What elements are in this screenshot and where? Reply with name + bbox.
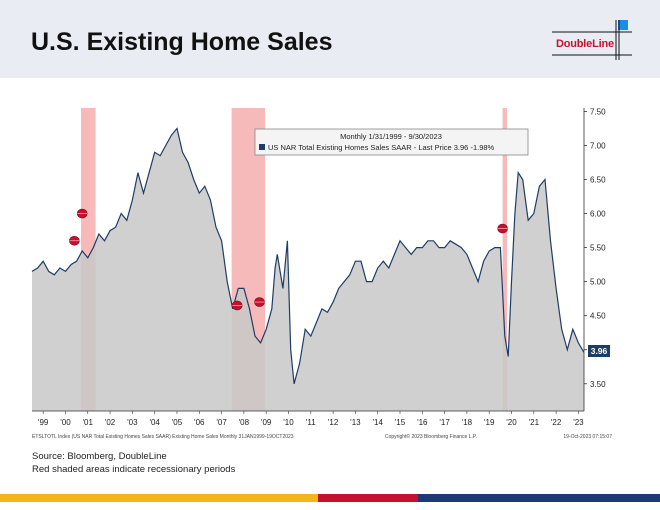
x-tick-label-15: '14 <box>372 418 383 427</box>
y-tick-label-2: 4.50 <box>590 312 606 321</box>
y-tick-label-0: 3.50 <box>590 380 606 389</box>
x-tick-label-2: '01 <box>83 418 94 427</box>
chart-svg: 3.504.004.505.005.506.006.507.007.50'99'… <box>31 107 612 440</box>
event-marker-1 <box>76 208 88 219</box>
x-tick-label-19: '18 <box>462 418 473 427</box>
event-marker-3 <box>254 297 265 307</box>
x-tick-label-10: '09 <box>261 418 272 427</box>
event-markers <box>69 208 508 311</box>
brand-stripe-red <box>318 494 418 502</box>
x-tick-label-24: '23 <box>573 418 584 427</box>
x-tick-label-0: '99 <box>38 418 49 427</box>
logo-text: DoubleLine <box>556 38 614 50</box>
x-tick-label-14: '13 <box>350 418 361 427</box>
chart-footer-mid: Copyright© 2023 Bloomberg Finance L.P. <box>385 433 477 440</box>
doubleline-logo: DoubleLine <box>552 20 632 60</box>
x-tick-label-1: '00 <box>60 418 71 427</box>
x-tick-label-6: '05 <box>172 418 183 427</box>
x-tick-label-12: '11 <box>306 418 316 427</box>
event-marker-2 <box>231 300 243 311</box>
legend-swatch <box>259 144 265 150</box>
logo-square-icon <box>618 20 628 30</box>
event-marker-0 <box>69 235 80 246</box>
y-tick-label-6: 6.50 <box>590 175 606 184</box>
x-tick-label-18: '17 <box>439 418 450 427</box>
event-marker-4 <box>497 223 508 234</box>
chart-legend-box: Monthly 1/31/1999 - 9/30/2023 US NAR Tot… <box>254 128 529 156</box>
x-tick-label-21: '20 <box>506 418 517 427</box>
chart-footer-left: ETSLTOTL Index (US NAR Total Existing Ho… <box>32 434 294 440</box>
last-value-label: 3.96 <box>591 346 608 356</box>
chart-footer-right: 19-Oct-2023 07:15:07 <box>563 434 612 440</box>
chart-container: 3.504.004.505.005.506.006.507.007.50'99'… <box>0 100 660 445</box>
recession-band-2 <box>502 108 508 411</box>
x-tick-label-17: '16 <box>417 418 428 427</box>
page-title: U.S. Existing Home Sales <box>31 28 333 56</box>
y-tick-label-4: 5.50 <box>590 244 606 253</box>
x-tick-label-16: '15 <box>395 418 406 427</box>
x-tick-label-23: '22 <box>551 418 562 427</box>
x-tick-label-9: '08 <box>239 418 250 427</box>
y-tick-label-3: 5.00 <box>590 278 606 287</box>
y-tick-label-7: 7.00 <box>590 141 606 150</box>
y-tick-label-8: 7.50 <box>590 107 606 116</box>
x-tick-label-5: '04 <box>149 418 160 427</box>
last-value-badge: 3.96 <box>588 345 610 357</box>
series-area <box>32 128 584 411</box>
source-notes: Source: Bloomberg, DoubleLine Red shaded… <box>32 450 235 476</box>
recession-note: Red shaded areas indicate recessionary p… <box>32 464 236 475</box>
legend-line-2: US NAR Total Existing Homes Sales SAAR -… <box>268 143 495 152</box>
x-tick-label-8: '07 <box>216 418 227 427</box>
logo-graphic <box>552 20 632 60</box>
brand-stripe-yellow <box>0 494 318 502</box>
x-tick-label-11: '10 <box>283 418 294 427</box>
x-tick-label-22: '21 <box>529 418 540 427</box>
x-tick-label-3: '02 <box>105 418 116 427</box>
series-line <box>31 127 585 384</box>
x-tick-label-13: '12 <box>328 418 339 427</box>
brand-stripe-navy <box>418 494 660 502</box>
x-tick-label-20: '19 <box>484 418 495 427</box>
x-tick-label-7: '06 <box>194 418 205 427</box>
legend-line-1: Monthly 1/31/1999 - 9/30/2023 <box>340 132 442 141</box>
x-tick-label-4: '03 <box>127 418 138 427</box>
header-band <box>0 0 660 78</box>
y-tick-label-5: 6.00 <box>590 210 606 219</box>
source-text: Source: Bloomberg, DoubleLine <box>32 451 167 462</box>
